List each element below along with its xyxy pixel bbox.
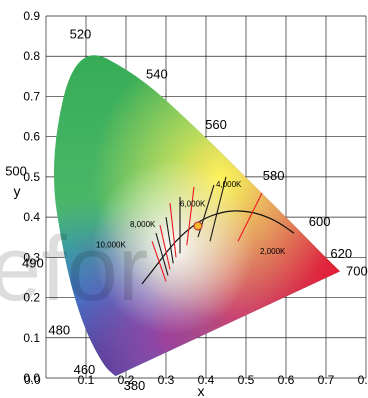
y-axis-label: y	[14, 183, 21, 199]
white-point-layer	[193, 221, 203, 231]
y-tick-label: 0.7	[23, 89, 40, 103]
axis-ticks: 0.00.10.20.30.40.50.60.70.80.00.10.20.30…	[23, 9, 368, 387]
y-tick-label: 0.4	[23, 210, 40, 224]
isotherm-line	[169, 202, 177, 258]
y-tick-label: 0.3	[23, 250, 40, 264]
x-axis-label: x	[198, 383, 205, 398]
wavelength-label: 500	[5, 164, 27, 179]
x-tick-label: 0.5	[238, 373, 255, 387]
isotherm-line	[165, 217, 174, 264]
y-tick-label: 0.1	[23, 331, 40, 345]
y-tick-label: 0.2	[23, 291, 40, 305]
wavelength-label: 540	[146, 67, 168, 82]
x-tick-label: 0.3	[158, 373, 175, 387]
wavelength-labels: 380 460 480 490 500 520 540 560 580 600 620 700	[5, 27, 368, 393]
wavelength-label: 600	[309, 214, 331, 229]
isotherm-line	[159, 225, 171, 270]
y-tick-label: 0.9	[23, 9, 40, 23]
y-tick-label: 0.0	[23, 371, 40, 385]
x-tick-label: 0.6	[278, 373, 295, 387]
watermark-text: efor	[0, 218, 149, 320]
x-tick-label: 0.4	[198, 373, 215, 387]
wavelength-label: 560	[205, 117, 227, 132]
white-point-marker	[193, 221, 203, 231]
isotherm-line	[237, 192, 263, 242]
watermark: efor	[0, 218, 149, 320]
x-tick-label: 0.1	[78, 373, 95, 387]
y-tick-label: 0.6	[23, 130, 40, 144]
y-tick-label: 0.5	[23, 170, 40, 184]
cct-label: 10,000K	[96, 240, 126, 249]
wavelength-label: 620	[330, 246, 352, 261]
y-tick-label: 0.8	[23, 49, 40, 63]
cct-label: 2,000K	[260, 247, 286, 256]
isotherm-lines	[151, 176, 263, 282]
wavelength-label: 460	[74, 362, 96, 377]
cct-label: 8,000K	[130, 220, 156, 229]
x-tick-label: 0.2	[118, 373, 135, 387]
wavelength-label: 700	[346, 263, 368, 278]
isotherm-line	[151, 241, 167, 282]
cct-label: 4,000K	[216, 180, 242, 189]
cct-label: 6,000K	[180, 199, 206, 208]
wavelength-label: 520	[70, 27, 92, 42]
wavelength-label: 490	[22, 255, 44, 270]
isotherm-line	[186, 186, 195, 246]
wavelength-label: 480	[48, 323, 70, 338]
x-tick-label: 0.0	[24, 373, 41, 387]
wavelength-label: 580	[263, 168, 285, 183]
wavelength-label: 380	[124, 378, 146, 393]
x-tick-label: 0.8	[358, 373, 368, 387]
cct-labels: 10,000K 8,000K 6,000K 4,000K 2,000K	[96, 180, 286, 256]
isotherm-line	[155, 233, 169, 276]
x-tick-label: 0.7	[318, 373, 335, 387]
isotherm-line	[209, 176, 227, 242]
